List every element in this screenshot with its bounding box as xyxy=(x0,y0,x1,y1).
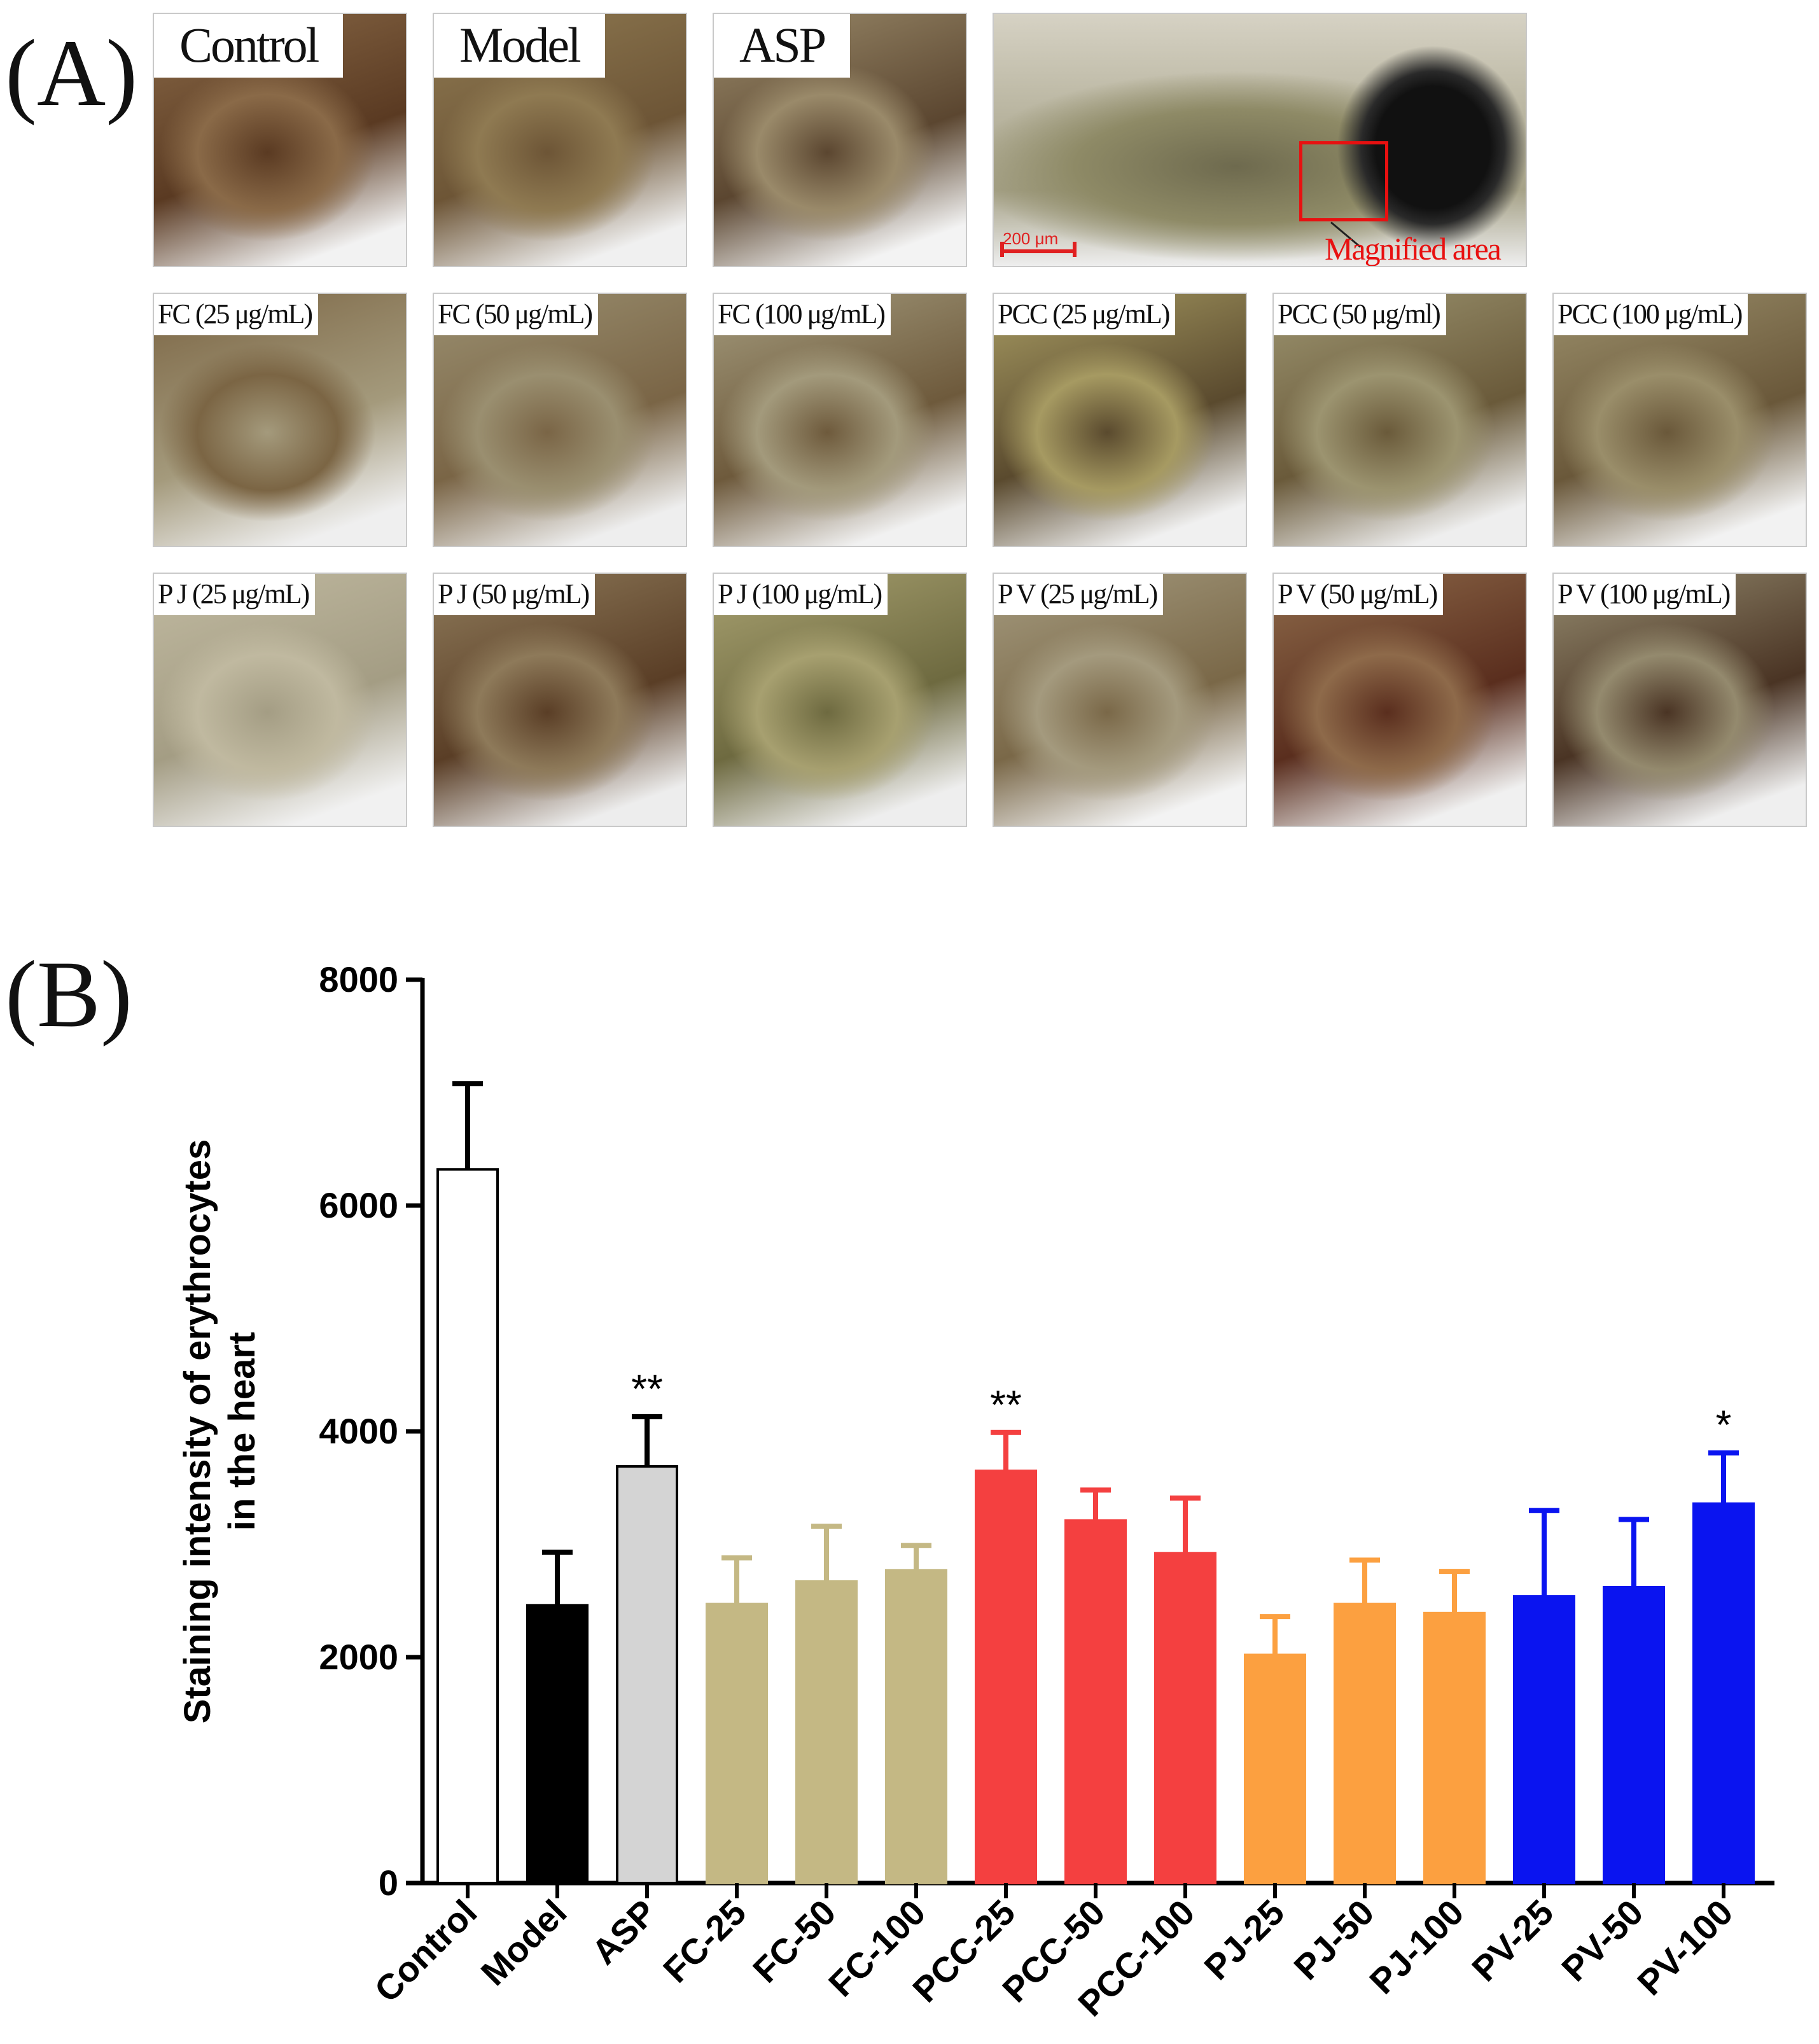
y-tick-label-6000: 6000 xyxy=(319,1185,398,1225)
panel-a-letter: (A) xyxy=(5,20,138,126)
thumbnail-r0-c1: FC (50 μg/mL) xyxy=(433,293,687,547)
x-tick-label-PV-25: PV-25 xyxy=(1464,1892,1561,1989)
x-tick-label-ASP: ASP xyxy=(584,1892,664,1972)
x-tick-label-PJ-100: PJ-100 xyxy=(1362,1892,1471,2001)
bar-PJ-25 xyxy=(1244,1653,1306,1884)
thumbnail-r0-c4: PCC (50 μg/ml) xyxy=(1272,293,1527,547)
thumbnail-r1-c4: P V (50 μg/mL) xyxy=(1272,573,1527,827)
y-tick-label-2000: 2000 xyxy=(319,1637,398,1677)
y-axis-label: Staining intensity of erythrocytesin the… xyxy=(177,1139,263,1724)
thumbnail-r0-c1-label: FC (50 μg/mL) xyxy=(434,294,599,335)
thumbnail-r1-c3: P V (25 μg/mL) xyxy=(993,573,1247,827)
thumbnail-r1-c2-label: P J (100 μg/mL) xyxy=(714,574,888,615)
bar-FC-100 xyxy=(885,1569,947,1884)
bar-PV-25 xyxy=(1513,1595,1575,1885)
thumbnail-r0-c3: PCC (25 μg/mL) xyxy=(993,293,1247,547)
scale-bar-label: 200 μm xyxy=(1003,229,1059,248)
thumbnail-top-0: Control xyxy=(153,13,407,267)
bar-PCC-50 xyxy=(1064,1519,1127,1884)
overview-zebrafish-image: 200 μm Magnified area xyxy=(993,13,1527,267)
bar-ASP xyxy=(616,1465,678,1884)
significance-ASP: ** xyxy=(631,1366,663,1412)
thumbnail-top-2: ASP xyxy=(713,13,967,267)
x-tick-label-FC-25: FC-25 xyxy=(655,1892,754,1991)
bar-Control xyxy=(436,1168,499,1885)
thumbnail-r1-c1: P J (50 μg/mL) xyxy=(433,573,687,827)
y-tick-label-0: 0 xyxy=(379,1863,398,1903)
bar-FC-50 xyxy=(795,1580,858,1884)
panel-b-letter: (B) xyxy=(5,942,132,1047)
thumbnail-r1-c0: P J (25 μg/mL) xyxy=(153,573,407,827)
thumbnail-r1-c5: P V (100 μg/mL) xyxy=(1552,573,1807,827)
bar-PJ-100 xyxy=(1423,1611,1486,1885)
thumbnail-top-0-label: Control xyxy=(154,14,344,78)
thumbnail-top-1-label: Model xyxy=(434,14,605,78)
bar-FC-25 xyxy=(706,1603,768,1884)
thumbnail-r0-c4-label: PCC (50 μg/ml) xyxy=(1274,294,1446,335)
thumbnail-r0-c3-label: PCC (25 μg/mL) xyxy=(994,294,1176,335)
thumbnail-r0-c0-label: FC (25 μg/mL) xyxy=(154,294,319,335)
x-tick-label-Control: Control xyxy=(366,1892,484,2010)
thumbnail-r1-c4-label: P V (50 μg/mL) xyxy=(1274,574,1444,615)
scale-bar xyxy=(1000,242,1077,257)
thumbnail-r1-c2: P J (100 μg/mL) xyxy=(713,573,967,827)
magnified-area-box xyxy=(1299,141,1388,221)
bar-PCC-100 xyxy=(1154,1552,1216,1884)
x-tick-label-PJ-25: PJ-25 xyxy=(1196,1892,1292,1987)
thumbnail-r0-c0: FC (25 μg/mL) xyxy=(153,293,407,547)
y-axis-label-line-0: Staining intensity of erythrocytes xyxy=(177,1139,218,1724)
thumbnail-r1-c5-label: P V (100 μg/mL) xyxy=(1554,574,1736,615)
panel-a-micrographs: (A) Control Model ASP 200 μm Magnified are… xyxy=(0,0,1819,846)
y-tick-label-8000: 8000 xyxy=(319,959,398,999)
thumbnail-top-2-label: ASP xyxy=(714,14,851,78)
thumbnail-r1-c1-label: P J (50 μg/mL) xyxy=(434,574,596,615)
thumbnail-r0-c2: FC (100 μg/mL) xyxy=(713,293,967,547)
x-tick-label-PV-100: PV-100 xyxy=(1629,1892,1740,2003)
thumbnail-r1-c3-label: P V (25 μg/mL) xyxy=(994,574,1164,615)
bar-chart: 0 2000 4000 6000 8000 Staining intensity of e… xyxy=(177,959,1774,2024)
thumbnail-r1-c0-label: P J (25 μg/mL) xyxy=(154,574,316,615)
magnified-area-label: Magnified area xyxy=(1325,231,1502,267)
thumbnail-r0-c5: PCC (100 μg/mL) xyxy=(1552,293,1807,547)
bar-PV-50 xyxy=(1603,1585,1665,1884)
x-tick-label-Model: Model xyxy=(473,1892,575,1993)
bar-PCC-25 xyxy=(975,1470,1037,1884)
bar-PJ-50 xyxy=(1334,1603,1396,1884)
significance-PCC-25: ** xyxy=(990,1382,1022,1428)
significance-PV-100: * xyxy=(1716,1402,1732,1448)
y-tick-label-4000: 4000 xyxy=(319,1411,398,1451)
thumbnail-r0-c2-label: FC (100 μg/mL) xyxy=(714,294,891,335)
bar-Model xyxy=(526,1604,589,1884)
thumbnail-top-1: Model xyxy=(433,13,687,267)
thumbnail-r0-c5-label: PCC (100 μg/mL) xyxy=(1554,294,1748,335)
y-axis-label-line-1: in the heart xyxy=(221,1332,263,1531)
bar-PV-100 xyxy=(1692,1502,1755,1884)
